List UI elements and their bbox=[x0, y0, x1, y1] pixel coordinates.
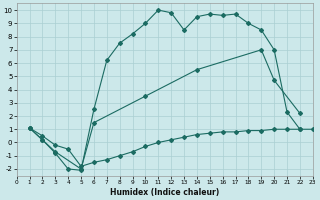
X-axis label: Humidex (Indice chaleur): Humidex (Indice chaleur) bbox=[110, 188, 219, 197]
